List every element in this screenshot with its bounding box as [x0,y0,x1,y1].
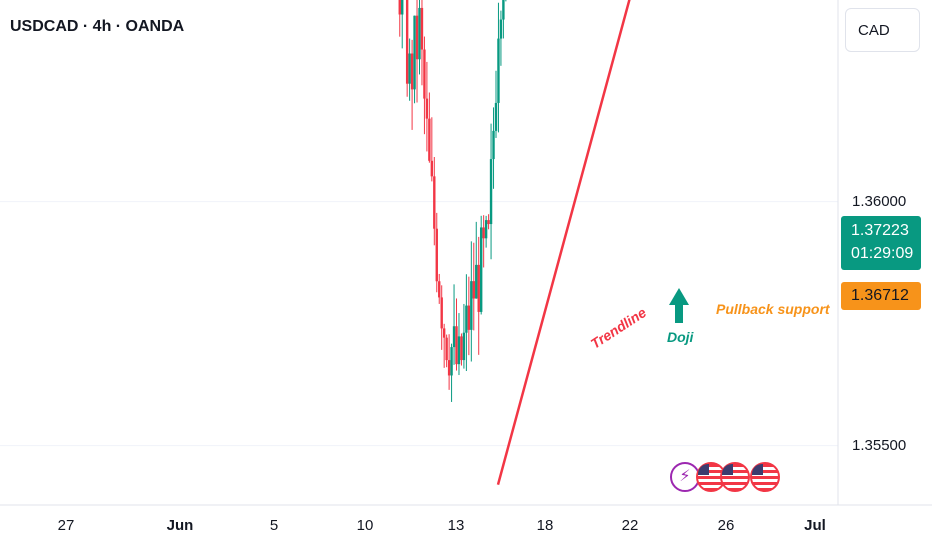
candle-body [447,360,451,376]
candle-body [479,227,483,312]
us-flag-icon[interactable] [720,462,750,492]
candle-body [494,102,498,131]
support-price-label: 1.36712 [841,282,921,310]
us-flag-icon[interactable] [750,462,780,492]
time-tick-label: 27 [57,517,75,534]
flag-canton [698,464,709,475]
price-tick-label: 1.35500 [852,436,907,454]
doji-arrow-shaft [675,303,683,323]
candle-body [420,7,424,50]
candle-body [489,159,493,225]
time-tick-label: 18 [536,517,554,534]
candle-body [472,281,475,299]
candle-body [502,0,505,20]
candle-body [465,305,468,333]
horizontal-grid [0,201,838,447]
candle-body [477,264,480,312]
candle-body [428,118,431,161]
trendline [496,0,631,485]
candle-body [475,264,478,299]
time-tick-label: Jul [804,517,826,534]
candle-body [405,0,409,84]
candle-body [440,297,443,329]
candle-body [499,19,503,39]
candle-body [467,305,471,330]
candle-body [410,53,414,90]
flag-canton [722,464,733,475]
candle-body [425,98,429,119]
candle-body [462,332,466,361]
candle-body [408,53,411,84]
candle-body [450,347,453,376]
candle-body [398,0,401,15]
current-price-label: 1.37223 01:29:09 [841,216,921,270]
current-price-value: 1.37223 [851,222,909,239]
candle-body [418,7,421,60]
candle-body [492,130,495,160]
candle-body [413,15,416,90]
time-tick-label: Jun [166,517,194,534]
bar-countdown: 01:29:09 [851,245,914,262]
chart-title: USDCAD · 4h · OANDA [10,18,185,35]
candle-body [442,328,446,338]
doji-annotation: Doji [667,329,694,345]
candle-body [482,227,485,239]
candle-body [484,220,488,239]
candle-body [470,281,473,330]
time-tick-label: 5 [269,517,279,534]
currency-button[interactable]: CAD [845,8,920,52]
time-tick-label: 22 [621,517,639,534]
support-price-value: 1.36712 [851,287,909,304]
candles [398,0,507,402]
candle-body [401,0,404,15]
time-tick-label: 26 [717,517,735,534]
candle-body [487,220,490,225]
candle-body [455,326,458,365]
doji-up-arrow [669,288,689,323]
candle-body [452,326,456,348]
candle-body [445,337,448,361]
candle-body [457,336,461,365]
candle-body [497,38,500,103]
time-tick-label: 13 [447,517,465,534]
candle-body [433,176,436,229]
pullback-support-annotation: Pullback support [716,301,830,317]
candle-body [423,49,426,99]
price-tick-label: 1.36000 [852,192,907,210]
doji-arrow-head [669,288,689,305]
candle-body [460,336,463,361]
candle-body [415,15,419,60]
candle-body [430,160,434,177]
candle-body [435,228,438,282]
candle-body [438,281,441,298]
flag-canton [752,464,763,475]
time-tick-label: 10 [356,517,374,534]
